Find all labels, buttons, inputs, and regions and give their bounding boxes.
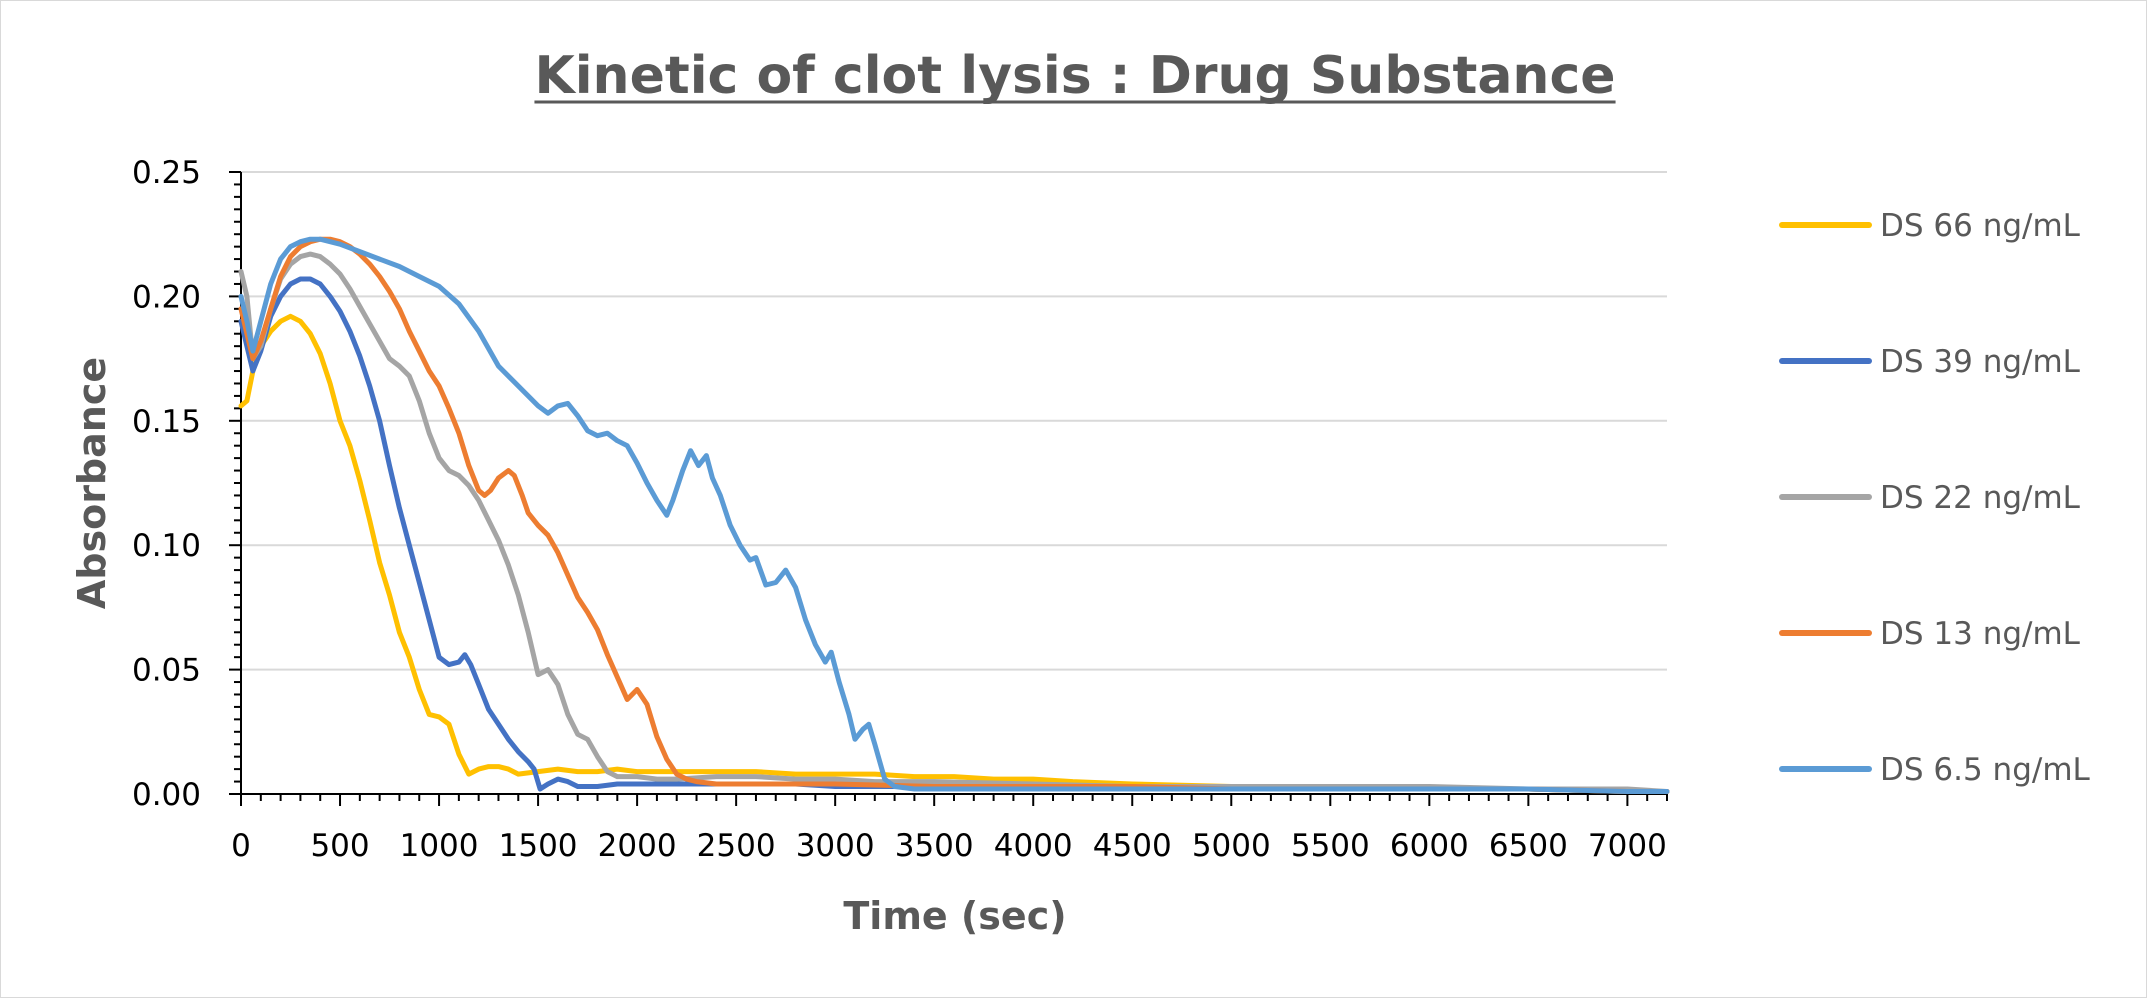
y-tick-label: 0.00 — [132, 777, 201, 813]
x-tick-label: 0 — [231, 828, 251, 864]
y-tick-labels: 0.00 0.05 0.10 0.15 0.20 0.25 — [132, 155, 201, 813]
gridlines — [241, 171, 1667, 671]
y-axis-title: Absorbance — [70, 357, 114, 609]
series-line-2 — [238, 251, 1670, 794]
x-tick-label: 2000 — [598, 828, 677, 864]
series-line-1 — [238, 276, 1670, 794]
series-line-0 — [238, 313, 1670, 794]
y-tick-label: 0.20 — [132, 279, 201, 315]
y-tick-label: 0.15 — [132, 404, 201, 440]
x-tick-label: 4500 — [1093, 828, 1172, 864]
x-tick-labels: 0 500 1000 1500 2000 2500 3000 3500 4000 4500 5000… — [231, 828, 1667, 864]
y-tick-label: 0.05 — [132, 653, 201, 689]
legend-label-2: DS 22 ng/mL — [1880, 480, 2081, 516]
x-tick-label: 500 — [310, 828, 369, 864]
legend-label-4: DS 6.5 ng/mL — [1880, 752, 2091, 788]
y-tick-label: 0.25 — [132, 155, 201, 191]
axes — [229, 171, 1668, 806]
chart-title: Kinetic of clot lysis : Drug Substance — [534, 46, 1615, 106]
legend-label-3: DS 13 ng/mL — [1880, 616, 2081, 652]
series-line-3 — [238, 236, 1670, 794]
x-tick-label: 3000 — [796, 828, 875, 864]
x-tick-label: 4000 — [994, 828, 1073, 864]
x-tick-label: 3500 — [895, 828, 974, 864]
x-tick-label: 5500 — [1291, 828, 1370, 864]
x-tick-label: 2500 — [697, 828, 776, 864]
series-lines — [238, 236, 1670, 794]
x-tick-label: 6500 — [1489, 828, 1568, 864]
series-line-4 — [238, 236, 1670, 794]
x-axis-title: Time (sec) — [843, 894, 1066, 938]
legend-label-0: DS 66 ng/mL — [1880, 208, 2081, 244]
y-tick-label: 0.10 — [132, 528, 201, 564]
x-tick-label: 1000 — [400, 828, 479, 864]
legend: DS 66 ng/mL DS 39 ng/mL DS 22 ng/mL DS 13 n… — [1779, 208, 2091, 788]
x-tick-label: 6000 — [1390, 828, 1469, 864]
x-tick-label: 1500 — [499, 828, 578, 864]
x-tick-label: 5000 — [1192, 828, 1271, 864]
legend-label-1: DS 39 ng/mL — [1880, 344, 2081, 380]
x-tick-label: 7000 — [1588, 828, 1667, 864]
